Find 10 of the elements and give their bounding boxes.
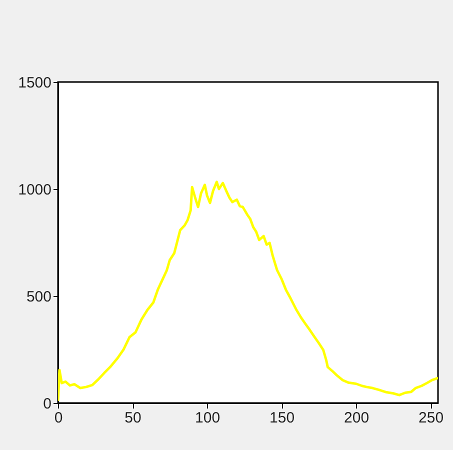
x-tick-label: 200 <box>344 410 370 426</box>
x-tick-label: 150 <box>270 410 295 426</box>
y-tick-label: 500 <box>26 288 52 306</box>
x-tick-label: 250 <box>418 410 444 426</box>
y-tick-label: 0 <box>43 396 52 412</box>
y-tick-label: 1000 <box>18 182 52 198</box>
x-tick-label: 0 <box>54 410 63 426</box>
x-tick-label: 100 <box>195 410 220 426</box>
y-tick-label: 1500 <box>18 74 52 92</box>
x-tick-label: 50 <box>124 410 142 426</box>
